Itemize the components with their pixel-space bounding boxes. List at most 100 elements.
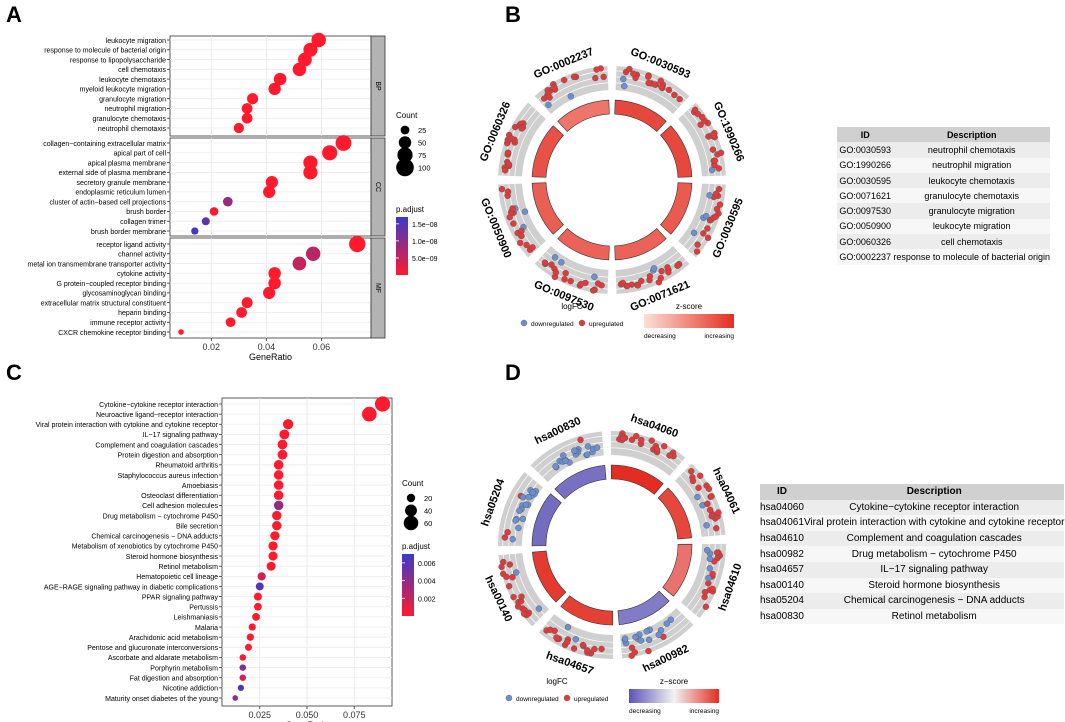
gene-dot <box>705 485 713 492</box>
term-label: leukocyte chemotaxis <box>99 77 166 84</box>
gene-track-grid <box>611 447 675 471</box>
gene-dot <box>579 641 587 649</box>
term-label: leukocyte migration <box>106 38 166 45</box>
gene-dot <box>552 269 560 276</box>
term-label: secretory granule membrane <box>77 180 167 187</box>
term-label: glycosaminoglycan binding <box>82 291 166 298</box>
facet-strip-label: MF <box>374 283 381 293</box>
zscore-segment <box>662 543 693 597</box>
table-cell-id: GO:0097530 <box>837 203 894 219</box>
table-row: hsa04610 Complement and coagulation casca… <box>760 530 1065 547</box>
legend-count-dot <box>398 136 412 149</box>
legend-up-dot <box>578 319 586 327</box>
term-label: Cell adhesion molecules <box>142 503 218 510</box>
gene-dot <box>620 434 627 442</box>
data-point <box>255 582 264 591</box>
term-label: Rheumatoid arthritis <box>155 463 218 470</box>
gene-dot <box>570 645 578 652</box>
gene-dot <box>715 509 722 516</box>
term-label: channel activity <box>118 252 166 259</box>
legend-zscore-high-label: increasing <box>704 333 734 340</box>
gene-dot <box>658 267 665 275</box>
data-point <box>277 439 288 450</box>
gene-dot <box>651 81 659 88</box>
gene-dot <box>671 91 678 99</box>
legend-padj-label: 0.006 <box>418 561 436 568</box>
table-cell-description: Complement and coagulation cascades <box>803 530 1065 547</box>
data-point <box>233 122 244 134</box>
gene-dot <box>645 647 652 655</box>
gene-dot <box>623 282 631 290</box>
legend-down-dot <box>505 694 513 702</box>
gene-dot <box>637 637 645 644</box>
gene-track-grid <box>514 183 541 247</box>
panel-letter-c: C <box>6 360 22 385</box>
data-point <box>277 449 288 460</box>
legend-padj-label: 1.5e−08 <box>412 222 438 229</box>
gene-dot <box>658 83 665 91</box>
legend-count-title: Count <box>402 479 424 488</box>
table-cell-id: GO:1990266 <box>837 157 894 173</box>
data-point <box>223 196 233 207</box>
data-point <box>263 286 276 299</box>
data-point <box>279 429 290 440</box>
data-point <box>273 460 284 470</box>
term-label: Protein digestion and absorption <box>118 452 219 459</box>
gene-dot <box>570 73 578 81</box>
data-point <box>263 185 276 198</box>
legend-up-label: upregulated <box>574 696 609 703</box>
gene-dot <box>591 645 598 653</box>
table-cell-id: hsa04610 <box>760 530 804 547</box>
gene-dot <box>713 205 721 213</box>
term-label: brush border membrane <box>91 229 166 236</box>
table-cell-description: Drug metabolism − cytochrome P450 <box>803 546 1065 562</box>
gene-dot <box>567 277 574 285</box>
gene-dot <box>645 73 652 80</box>
facet-strip <box>370 237 386 339</box>
data-point <box>270 531 280 541</box>
zscore-segment <box>560 595 614 626</box>
gene-dot <box>505 161 513 168</box>
x-tick-label: 0.06 <box>313 342 331 352</box>
term-label: Porphyrin metabolism <box>150 665 218 672</box>
gene-dot <box>632 633 639 641</box>
term-label: endoplasmic reticulum lumen <box>75 190 166 197</box>
gene-dot <box>584 647 591 654</box>
legend-count-dot <box>405 504 417 517</box>
gene-dot <box>620 75 627 83</box>
table-cell-description: response to molecule of bacterial origin <box>893 249 1050 265</box>
data-point <box>273 72 287 86</box>
legend-padj-colorbar <box>402 554 414 616</box>
panel-letter-a: A <box>6 2 22 27</box>
table-cell-id: GO:0060326 <box>837 234 894 250</box>
gene-dot <box>551 254 559 261</box>
gene-dot <box>541 259 549 266</box>
term-label: myeloid leukocyte migration <box>80 87 166 94</box>
gene-dot <box>548 261 555 268</box>
gene-dot <box>694 110 702 118</box>
gene-dot <box>592 74 599 82</box>
term-label: granulocyte chemotaxis <box>92 116 166 123</box>
gene-track-grid <box>533 435 603 469</box>
term-label: Drug metabolism − cytochrome P450 <box>103 513 218 520</box>
table-cell-description: Viral protein interaction with cytokine … <box>803 515 1065 531</box>
term-label: CXCR chemokine receptor binding <box>58 330 166 337</box>
term-label: Cytokine−cytokine receptor interaction <box>99 402 218 409</box>
table-cell-description: cell chemotaxis <box>893 234 1050 250</box>
gene-track-grid <box>610 441 679 467</box>
gene-dot <box>508 135 515 142</box>
gene-dot <box>708 493 715 500</box>
gene-dot <box>590 287 597 294</box>
gene-dot <box>506 561 514 568</box>
gene-dot <box>593 444 601 451</box>
legend-down-label: downregulated <box>531 321 574 328</box>
gene-dot <box>525 493 532 501</box>
table-cell-id: hsa04657 <box>760 561 804 578</box>
gene-dot <box>645 79 652 87</box>
term-label: Fat digestion and absorption <box>130 676 218 683</box>
term-label: Steroid hormone biosynthesis <box>126 554 219 561</box>
gene-dot <box>702 212 710 220</box>
legend-up-dot <box>563 694 571 702</box>
zscore-segment <box>610 464 664 495</box>
data-point <box>248 623 256 631</box>
